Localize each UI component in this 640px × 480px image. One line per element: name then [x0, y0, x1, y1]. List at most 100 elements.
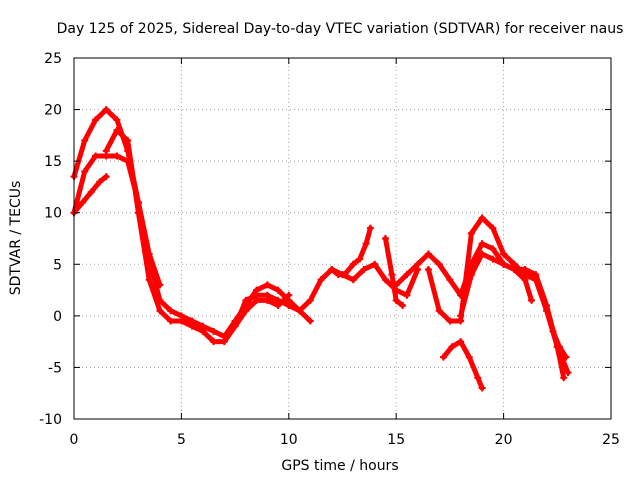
data-point-marker	[366, 224, 374, 232]
series-line	[441, 339, 485, 391]
data-point-marker	[285, 302, 293, 310]
data-point-marker	[296, 307, 304, 315]
x-tick-label: 5	[177, 432, 186, 448]
data-point-marker	[81, 167, 89, 175]
y-axis-label: SDTVAR / TECUs	[8, 181, 24, 296]
data-point-marker	[439, 353, 447, 361]
data-point-marker	[156, 307, 164, 315]
data-point-marker	[446, 317, 454, 325]
data-point-marker	[341, 271, 349, 279]
data-point-marker	[220, 338, 228, 346]
series-track-7	[328, 224, 374, 279]
x-tick-label: 20	[495, 432, 513, 448]
data-point-marker	[263, 281, 271, 289]
data-point-marker	[274, 302, 282, 310]
data-point-marker	[564, 369, 572, 377]
plot-frame	[73, 57, 612, 420]
data-point-marker	[403, 291, 411, 299]
data-point-marker	[392, 296, 400, 304]
data-point-marker	[113, 126, 121, 134]
data-point-marker	[371, 260, 379, 268]
data-point-marker	[156, 281, 164, 289]
series-track-5	[231, 291, 293, 330]
axis-ticks: 0 5 10 15 20 25 -10 -5 0 5 10 15 20 25	[39, 51, 620, 448]
data-point-marker	[392, 281, 400, 289]
series-track-10	[424, 214, 529, 325]
series-track-4	[102, 126, 293, 346]
y-tick-label: 5	[53, 257, 62, 273]
series-line	[393, 241, 571, 376]
data-point-marker	[381, 235, 389, 242]
data-point-marker	[388, 271, 396, 279]
y-tick-label: 10	[44, 206, 62, 222]
data-point-marker	[91, 152, 99, 160]
data-point-marker	[510, 265, 518, 273]
data-point-marker	[167, 317, 175, 325]
data-point-marker	[414, 260, 422, 268]
series-track-14	[549, 327, 570, 361]
series-track-13	[500, 260, 536, 304]
data-point-marker	[474, 374, 482, 382]
data-point-marker	[521, 276, 529, 284]
data-point-marker	[79, 198, 87, 206]
data-point-marker	[562, 353, 570, 361]
data-point-marker	[134, 209, 142, 217]
data-point-marker	[489, 255, 497, 263]
data-point-marker	[435, 260, 443, 268]
data-point-marker	[403, 271, 411, 279]
data-point-marker	[528, 296, 536, 304]
y-tick-label: -10	[39, 412, 62, 428]
data-point-marker	[328, 265, 336, 273]
data-point-marker	[399, 302, 407, 310]
data-point-marker	[478, 240, 486, 248]
data-point-marker	[274, 286, 282, 294]
data-point-marker	[500, 260, 508, 268]
data-point-marker	[96, 178, 104, 186]
series-line	[458, 251, 567, 381]
data-point-marker	[124, 137, 132, 145]
data-point-marker	[334, 271, 342, 279]
data-point-marker	[349, 260, 357, 268]
data-point-marker	[467, 229, 475, 237]
series-track-11	[439, 338, 486, 392]
x-tick-label: 25	[602, 432, 620, 448]
data-point-marker	[381, 276, 389, 284]
data-point-marker	[500, 250, 508, 258]
data-point-marker	[317, 276, 325, 284]
data-point-marker	[478, 384, 486, 392]
grid-lines	[74, 58, 611, 419]
data-point-marker	[102, 147, 110, 155]
data-point-marker	[555, 343, 563, 351]
y-tick-label: 15	[44, 154, 62, 170]
data-point-marker	[349, 276, 357, 284]
data-point-marker	[231, 322, 239, 330]
data-point-marker	[91, 116, 99, 124]
y-tick-label: -5	[48, 360, 62, 376]
data-point-marker	[306, 317, 314, 325]
data-point-marker	[210, 327, 218, 335]
data-point-marker	[465, 353, 473, 361]
data-point-marker	[446, 276, 454, 284]
data-point-marker	[457, 338, 465, 346]
data-point-marker	[549, 327, 557, 335]
data-point-marker	[210, 338, 218, 346]
data-point-marker	[102, 173, 110, 181]
data-point-marker	[177, 317, 185, 325]
data-point-marker	[532, 276, 540, 284]
series-line	[501, 261, 534, 303]
data-point-marker	[167, 307, 175, 315]
data-point-marker	[263, 296, 271, 304]
data-point-marker	[560, 374, 568, 382]
series-track-8	[381, 235, 407, 310]
data-point-marker	[360, 265, 368, 273]
y-tick-label: 25	[44, 51, 62, 67]
data-point-marker	[199, 327, 207, 335]
data-point-marker	[457, 312, 465, 320]
series-line	[103, 127, 292, 345]
data-point-marker	[285, 291, 293, 299]
chart-title: Day 125 of 2025, Sidereal Day-to-day VTE…	[57, 21, 624, 37]
data-point-marker	[448, 343, 456, 351]
data-point-marker	[113, 116, 121, 124]
x-tick-label: 0	[70, 432, 79, 448]
